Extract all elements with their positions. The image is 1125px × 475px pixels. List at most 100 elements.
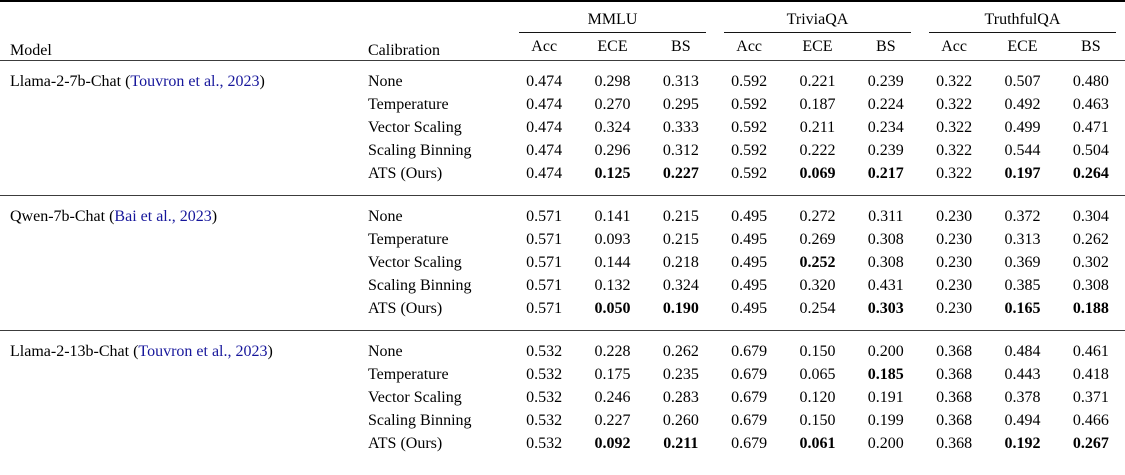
metric-value-cell: 0.262 xyxy=(662,343,699,360)
model-block: Llama-2-7b-Chat (Touvron et al., 2023) No… xyxy=(0,60,1125,196)
metric-value-cell: 0.495 xyxy=(731,277,768,294)
metric-value-cell: 0.507 xyxy=(1004,73,1041,90)
model-cell: Qwen-7b-Chat (Bai et al., 2023) xyxy=(0,196,368,331)
metric-header-bs: BS xyxy=(876,37,896,55)
metric-value-cell: 0.480 xyxy=(1072,73,1109,90)
metric-value-cell: 0.463 xyxy=(1072,96,1109,113)
metric-value-cell: 0.313 xyxy=(1004,231,1041,248)
citation-link[interactable]: Touvron et al., 2023 xyxy=(130,73,260,90)
metric-value-cell: 0.571 xyxy=(526,254,563,271)
group-label-mmlu: MMLU xyxy=(519,11,706,33)
metric-value-cell: 0.227 xyxy=(662,165,699,182)
metric-value-cell: 0.312 xyxy=(662,142,699,159)
metric-value-cell: 0.211 xyxy=(663,435,699,452)
table-row: Temperature 0.532 0.175 0.235 0.679 0.065 0.18… xyxy=(0,363,1125,386)
calibration-method-cell: Vector Scaling xyxy=(368,389,462,406)
metric-value-cell: 0.230 xyxy=(936,231,973,248)
metric-value-cell: 0.308 xyxy=(867,231,904,248)
metric-value-cell: 0.322 xyxy=(936,73,973,90)
closing-paren: ) xyxy=(211,208,218,225)
metric-value-cell: 0.495 xyxy=(731,254,768,271)
metric-value-cell: 0.230 xyxy=(936,208,973,225)
metric-value-cell: 0.235 xyxy=(662,366,699,383)
calibration-method-cell: Temperature xyxy=(368,231,449,248)
metric-value-cell: 0.254 xyxy=(799,300,836,317)
metric-value-cell: 0.368 xyxy=(936,343,973,360)
model-name: Llama-2-13b-Chat ( xyxy=(10,343,139,360)
citation-link[interactable]: Bai et al., 2023 xyxy=(114,208,212,225)
closing-paren: ) xyxy=(267,343,273,360)
metric-value-cell: 0.246 xyxy=(594,389,631,406)
metric-value-cell: 0.368 xyxy=(936,366,973,383)
metric-value-cell: 0.592 xyxy=(731,96,768,113)
metric-value-cell: 0.371 xyxy=(1072,389,1109,406)
metric-value-cell: 0.150 xyxy=(799,343,836,360)
group-label-truthfulqa: TruthfulQA xyxy=(928,11,1116,33)
metric-value-cell: 0.234 xyxy=(867,119,904,136)
metric-value-cell: 0.120 xyxy=(799,389,836,406)
metric-value-cell: 0.191 xyxy=(867,389,904,406)
metric-value-cell: 0.368 xyxy=(936,389,973,406)
metric-value-cell: 0.532 xyxy=(526,435,563,452)
metric-value-cell: 0.150 xyxy=(799,412,836,429)
table-row: Scaling Binning 0.474 0.296 0.312 0.592 0.222… xyxy=(0,139,1125,162)
metric-header-acc: Acc xyxy=(736,37,763,55)
metric-value-cell: 0.144 xyxy=(594,254,631,271)
metric-value-cell: 0.069 xyxy=(799,165,836,182)
calibration-method-cell: Scaling Binning xyxy=(368,142,472,159)
table-row: Scaling Binning 0.571 0.132 0.324 0.495 0.320… xyxy=(0,274,1125,297)
citation-link[interactable]: Touvron et al., 2023 xyxy=(138,343,268,360)
model-block: Qwen-7b-Chat (Bai et al., 2023) None 0.571… xyxy=(0,195,1125,331)
table-row: Vector Scaling 0.474 0.324 0.333 0.592 0.211 0… xyxy=(0,116,1125,139)
metric-value-cell: 0.224 xyxy=(867,96,904,113)
metric-value-cell: 0.230 xyxy=(936,300,973,317)
calibration-method-cell: None xyxy=(368,73,403,90)
table-row: Vector Scaling 0.532 0.246 0.283 0.679 0.120 0… xyxy=(0,386,1125,409)
metric-value-cell: 0.302 xyxy=(1072,254,1109,271)
metric-value-cell: 0.369 xyxy=(1004,254,1041,271)
metric-value-cell: 0.272 xyxy=(799,208,836,225)
metric-value-cell: 0.222 xyxy=(799,142,836,159)
calibration-method-cell: Vector Scaling xyxy=(368,119,462,136)
metric-value-cell: 0.324 xyxy=(662,277,699,294)
model-cell: Llama-2-13b-Chat (Touvron et al., 2023) xyxy=(0,331,368,466)
model-block: Llama-2-13b-Chat (Touvron et al., 2023) N… xyxy=(0,330,1125,466)
metric-value-cell: 0.215 xyxy=(662,208,699,225)
metric-value-cell: 0.267 xyxy=(1072,435,1109,452)
metric-value-cell: 0.239 xyxy=(867,142,904,159)
metric-value-cell: 0.239 xyxy=(867,73,904,90)
group-label-triviaqa: TriviaQA xyxy=(723,11,911,33)
metric-value-cell: 0.093 xyxy=(594,231,631,248)
metric-value-cell: 0.199 xyxy=(867,412,904,429)
metric-value-cell: 0.495 xyxy=(731,208,768,225)
metric-value-cell: 0.532 xyxy=(526,366,563,383)
table-row: Llama-2-7b-Chat (Touvron et al., 2023) No… xyxy=(0,61,1125,94)
metric-value-cell: 0.571 xyxy=(526,231,563,248)
metric-value-cell: 0.679 xyxy=(731,389,768,406)
group-header-truthfulqa: TruthfulQA xyxy=(920,1,1125,33)
metric-value-cell: 0.368 xyxy=(936,435,973,452)
metric-value-cell: 0.322 xyxy=(936,165,973,182)
calibration-method-cell: ATS (Ours) xyxy=(368,435,443,452)
metric-value-cell: 0.484 xyxy=(1004,343,1041,360)
metric-value-cell: 0.230 xyxy=(936,254,973,271)
metric-value-cell: 0.228 xyxy=(594,343,631,360)
metric-value-cell: 0.679 xyxy=(731,412,768,429)
metric-value-cell: 0.368 xyxy=(936,412,973,429)
metric-value-cell: 0.461 xyxy=(1072,343,1109,360)
metric-value-cell: 0.252 xyxy=(799,254,836,271)
metric-value-cell: 0.592 xyxy=(731,165,768,182)
column-header-model: Model xyxy=(10,42,52,59)
calibration-method-cell: Scaling Binning xyxy=(368,412,472,429)
metric-value-cell: 0.474 xyxy=(526,96,563,113)
metric-value-cell: 0.504 xyxy=(1072,142,1109,159)
metric-value-cell: 0.283 xyxy=(662,389,699,406)
table-row: Llama-2-13b-Chat (Touvron et al., 2023) N… xyxy=(0,331,1125,364)
metric-value-cell: 0.175 xyxy=(594,366,631,383)
metric-value-cell: 0.141 xyxy=(594,208,631,225)
metric-value-cell: 0.092 xyxy=(594,435,631,452)
metric-value-cell: 0.474 xyxy=(526,119,563,136)
group-header-triviaqa: TriviaQA xyxy=(715,1,920,33)
table-row: ATS (Ours) 0.474 0.125 0.227 0.592 0.069 0.217… xyxy=(0,162,1125,196)
metric-value-cell: 0.495 xyxy=(731,231,768,248)
